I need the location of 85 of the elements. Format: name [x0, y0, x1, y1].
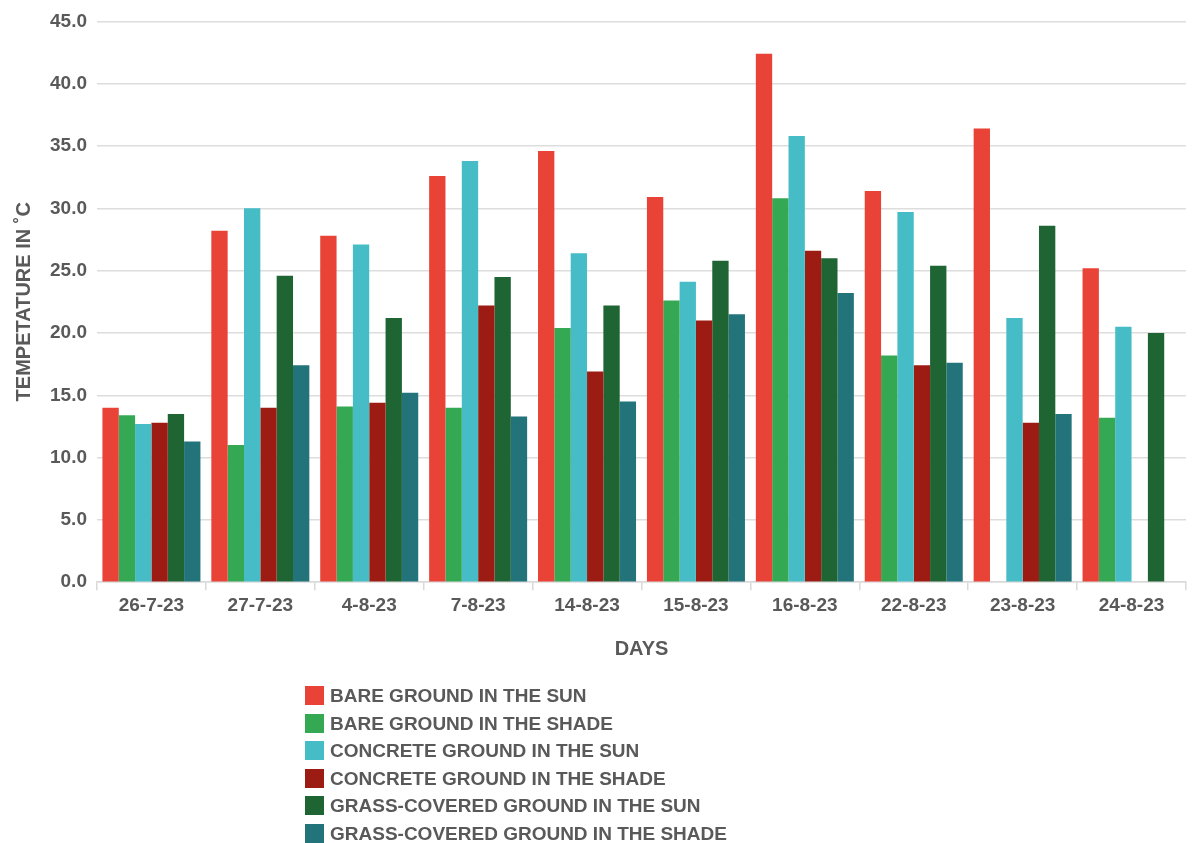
y-tick-label: 0.0 — [60, 570, 87, 592]
x-tick-label: 24-8-23 — [1098, 593, 1165, 615]
bar — [837, 293, 854, 582]
bar — [1147, 332, 1165, 582]
bar — [461, 160, 479, 582]
bar — [184, 441, 201, 582]
bar — [135, 423, 152, 582]
x-tick-label: 14-8-23 — [554, 593, 620, 615]
bar — [930, 265, 947, 582]
bar — [646, 197, 664, 582]
bar — [102, 407, 119, 582]
y-tick-label: 5.0 — [60, 508, 87, 530]
bar — [1098, 417, 1116, 582]
legend-label: BARE GROUND IN THE SUN — [330, 684, 587, 708]
bar — [1038, 225, 1056, 582]
bar — [510, 416, 528, 582]
bar — [946, 362, 963, 582]
bar — [369, 402, 386, 582]
bar — [755, 53, 773, 582]
y-tick-label: 35.0 — [50, 134, 87, 156]
bar — [679, 281, 696, 582]
legend-label: BARE GROUND IN THE SHADE — [330, 711, 613, 736]
bar — [445, 407, 462, 582]
y-axis-title: TEMPETATURE IN ˚C — [11, 202, 34, 402]
bar — [712, 260, 729, 582]
x-tick-label: 16-8-23 — [772, 593, 838, 615]
bar — [538, 151, 555, 582]
bar — [554, 327, 571, 582]
bar — [260, 407, 277, 582]
bar — [864, 190, 882, 582]
bar — [570, 253, 588, 582]
x-tick-label: 7-8-23 — [450, 593, 506, 615]
bar — [619, 401, 637, 582]
x-tick-label: 4-8-23 — [341, 593, 397, 615]
bar — [1022, 422, 1039, 582]
bar — [587, 371, 604, 582]
bar — [603, 305, 620, 582]
legend-label: GRASS-COVERED GROUND IN THE SUN — [330, 794, 701, 818]
y-tick-label: 30.0 — [50, 196, 87, 218]
bar — [385, 318, 402, 582]
bar — [1115, 326, 1132, 582]
bar — [167, 413, 185, 582]
bar — [276, 275, 293, 582]
bar — [244, 208, 261, 582]
bar — [336, 406, 353, 582]
bar — [151, 422, 168, 582]
bar — [788, 136, 805, 582]
bar — [211, 230, 228, 582]
bar — [772, 198, 789, 582]
bar — [804, 250, 822, 582]
legend-label: GRASS-COVERED GROUND IN THE SHADE — [330, 821, 727, 843]
y-tick-label: 40.0 — [50, 71, 87, 93]
bar — [401, 392, 419, 582]
x-tick-label: 26-7-23 — [118, 593, 185, 615]
bar — [897, 212, 914, 582]
x-tick-label: 27-7-23 — [227, 593, 294, 615]
bar — [821, 258, 838, 582]
bar — [695, 320, 713, 582]
x-tick-label: 23-8-23 — [989, 593, 1056, 615]
bar — [293, 365, 310, 582]
x-tick-label: 15-8-23 — [663, 593, 729, 615]
legend-label: CONCRETE GROUND IN THE SUN — [330, 739, 640, 763]
bar — [118, 415, 136, 582]
bar — [663, 300, 680, 582]
y-tick-label: 15.0 — [50, 383, 87, 405]
bar — [1006, 318, 1023, 582]
bar — [913, 365, 931, 582]
bar — [1055, 413, 1072, 582]
bar — [728, 314, 745, 582]
legend-label: CONCRETE GROUND IN THE SHADE — [330, 766, 666, 791]
y-tick-label: 25.0 — [50, 258, 87, 280]
bar — [352, 244, 370, 582]
bar — [429, 175, 446, 582]
y-tick-label: 45.0 — [50, 9, 87, 31]
x-tick-label: 22-8-23 — [880, 593, 947, 615]
bar — [494, 276, 511, 582]
bar — [227, 445, 244, 582]
bar — [973, 128, 990, 582]
bar — [320, 235, 337, 582]
bar — [1082, 268, 1099, 582]
bar — [478, 305, 495, 582]
y-tick-label: 20.0 — [50, 321, 87, 343]
y-tick-label: 10.0 — [50, 445, 87, 467]
x-axis-title: DAYS — [614, 636, 669, 659]
bar — [881, 355, 898, 582]
